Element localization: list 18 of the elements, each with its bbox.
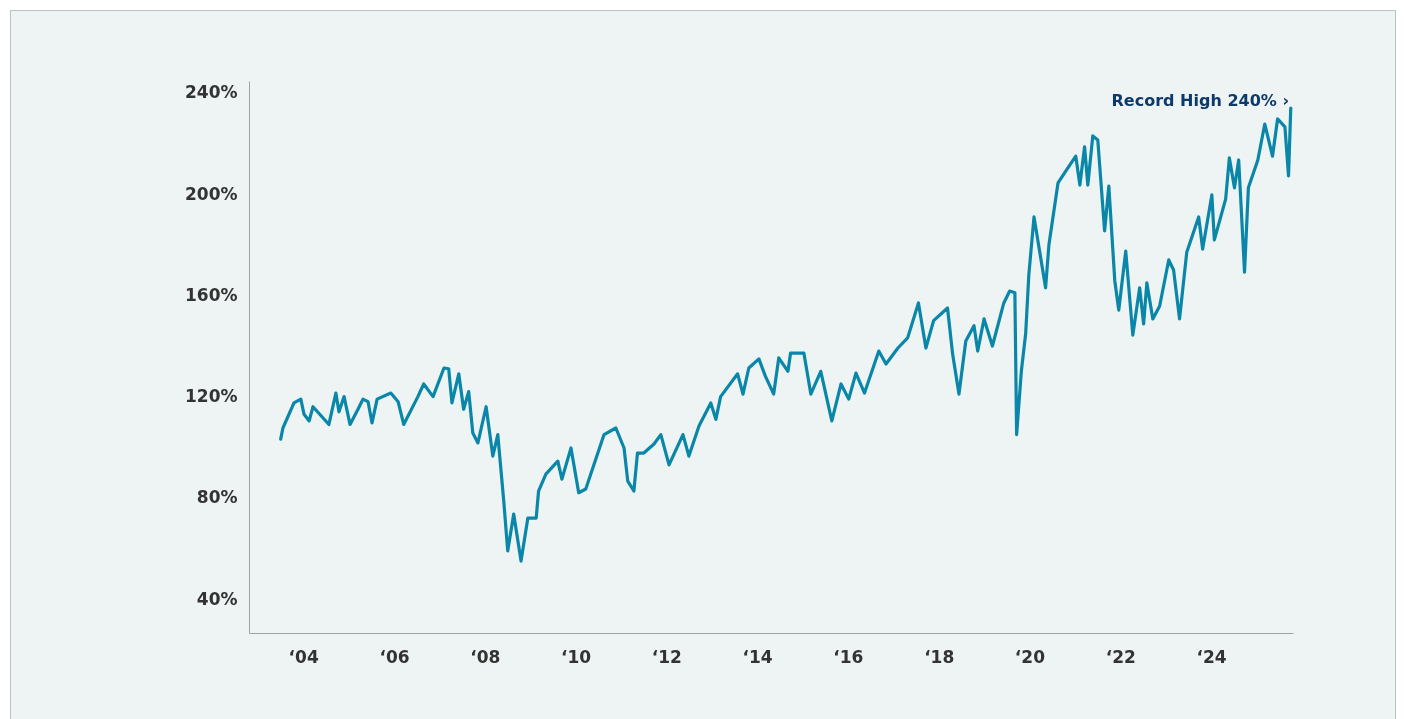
x-tick-label: ‘20	[1014, 646, 1046, 667]
y-tick-label: 200%	[184, 183, 238, 204]
y-tick-label: 160%	[184, 284, 238, 305]
x-tick-label: ‘04	[288, 646, 319, 667]
x-tick-label: ‘24	[1196, 646, 1227, 667]
x-tick-label: ‘10	[561, 646, 592, 667]
y-tick-label: 40%	[196, 588, 238, 609]
x-tick-label: ‘14	[742, 646, 773, 667]
y-tick-label: 240%	[184, 82, 238, 103]
x-tick-label: ‘08	[470, 646, 501, 667]
x-tick-label: ‘12	[651, 646, 682, 667]
x-tick-label: ‘16	[833, 646, 864, 667]
x-tick-label: ‘18	[924, 646, 955, 667]
x-tick-label: ‘22	[1105, 646, 1136, 667]
x-tick-label: ‘06	[379, 646, 410, 667]
y-tick-label: 120%	[184, 386, 238, 407]
y-tick-label: 80%	[196, 487, 238, 508]
annotation: Record High 240% ›	[1111, 91, 1289, 110]
